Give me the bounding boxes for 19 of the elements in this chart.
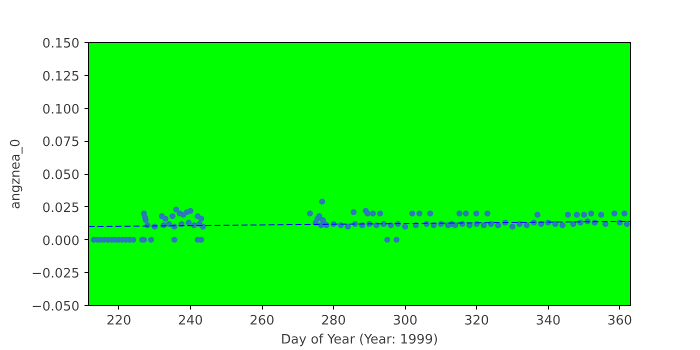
y-tick-label: 0.125 — [42, 69, 80, 84]
y-tick-label: −0.025 — [31, 266, 80, 282]
x-tick-label: 220 — [106, 314, 132, 328]
x-tick-label: 340 — [536, 314, 561, 328]
y-tick-label: 0.150 — [42, 36, 80, 52]
x-tick-label: 260 — [250, 314, 274, 328]
x-axis-title: Day of Year (Year: 1999) — [280, 332, 438, 348]
y-tick-label: 0.025 — [42, 200, 80, 216]
y-tick-label: 0.075 — [42, 135, 80, 150]
x-tick-label: 240 — [178, 314, 203, 328]
y-tick-label: −0.050 — [31, 300, 80, 314]
y-tick-label: 0.000 — [42, 234, 80, 249]
x-tick-label: 300 — [392, 314, 418, 328]
x-tick-label: 320 — [464, 314, 490, 328]
y-axis-title: angznea_0 — [8, 138, 24, 210]
x-tick-label: 360 — [607, 314, 632, 328]
x-tick-label: 280 — [321, 314, 346, 328]
y-tick-label: 0.100 — [42, 102, 80, 118]
y-tick-label: 0.050 — [42, 168, 80, 183]
